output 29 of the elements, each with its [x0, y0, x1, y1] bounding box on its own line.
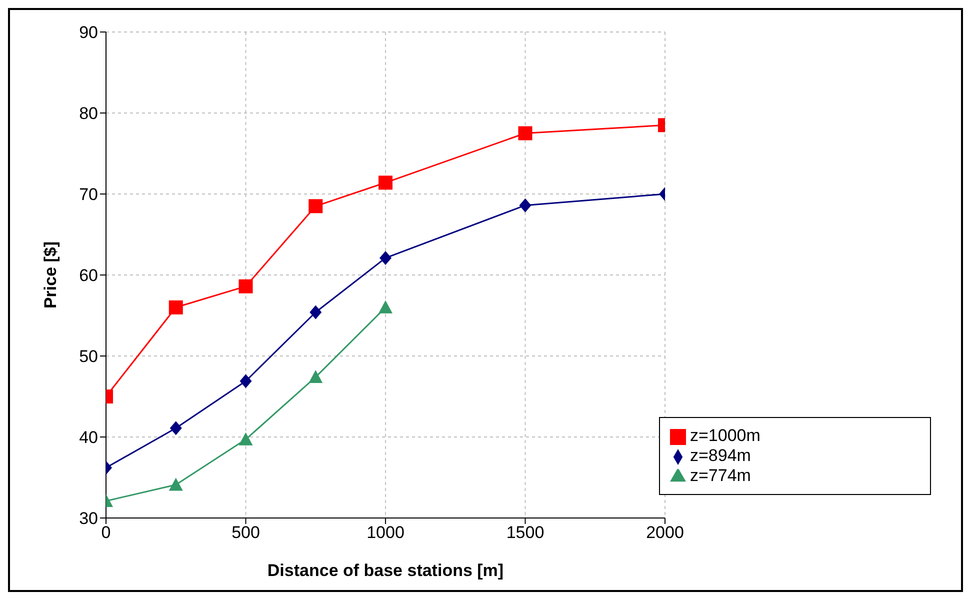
- y-tick-label: 90: [79, 23, 98, 42]
- legend-label: z=894m: [690, 446, 751, 465]
- x-tick-label: 1000: [366, 523, 404, 542]
- y-tick-label: 30: [79, 509, 98, 528]
- point: [310, 305, 322, 320]
- legend-label: z=1000m: [690, 426, 760, 445]
- y-tick-label: 50: [79, 347, 98, 366]
- point: [238, 279, 253, 294]
- point: [170, 421, 182, 436]
- legend-label: z=774m: [690, 466, 751, 485]
- x-tick-label: 0: [101, 523, 111, 542]
- y-tick-label: 40: [79, 428, 98, 448]
- x-tick-label: 1500: [506, 523, 544, 542]
- point: [378, 176, 392, 190]
- point: [308, 370, 323, 384]
- point: [308, 199, 323, 214]
- point: [238, 432, 253, 446]
- point: [240, 374, 252, 388]
- x-tick-label: 2000: [646, 523, 684, 542]
- x-tick-label: 500: [232, 523, 260, 542]
- point: [378, 300, 392, 314]
- x-axis-title: Distance of base stations [m]: [267, 561, 504, 580]
- point: [168, 300, 183, 314]
- point: [380, 250, 392, 265]
- y-tick-label: 80: [79, 104, 98, 124]
- y-tick-label: 60: [79, 266, 98, 286]
- y-axis-title: Price [$]: [41, 241, 60, 309]
- y-tick-label: 70: [79, 185, 98, 204]
- point: [168, 478, 183, 491]
